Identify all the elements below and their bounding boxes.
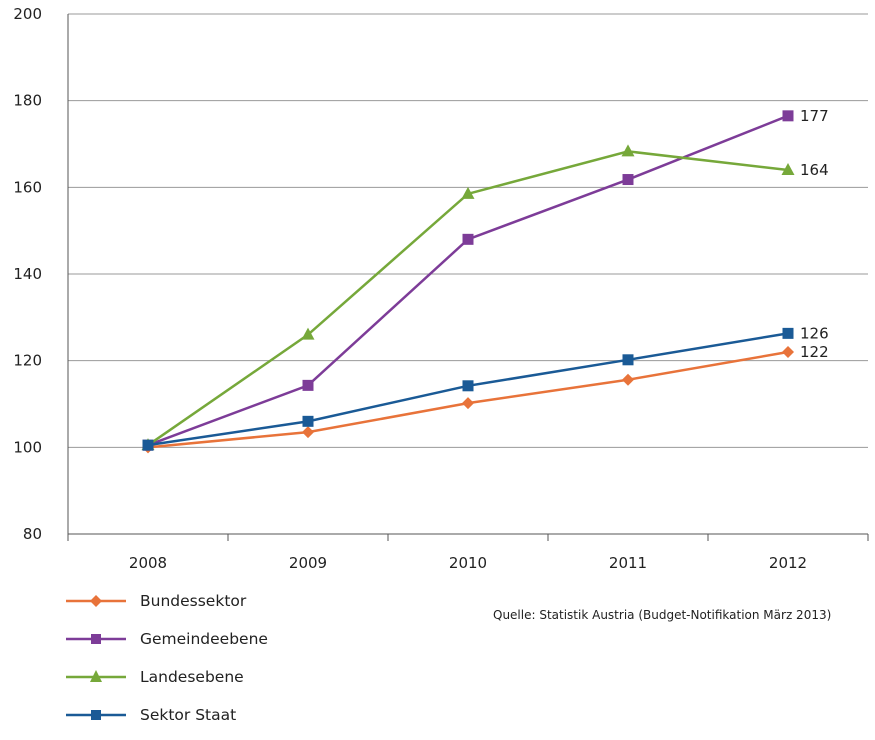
data-point xyxy=(302,415,314,427)
legend-label-landesebene: Landesebene xyxy=(140,668,244,686)
legend-label-gemeindeebene: Gemeindeebene xyxy=(140,630,268,648)
data-point xyxy=(782,346,794,358)
x-tick-label: 2008 xyxy=(129,554,167,572)
x-tick-label: 2010 xyxy=(449,554,487,572)
data-label: 126 xyxy=(800,324,829,342)
data-point xyxy=(462,380,474,392)
diamond-icon xyxy=(66,595,126,607)
data-point xyxy=(462,397,474,410)
y-tick-label: 100 xyxy=(13,438,42,456)
source-note: Quelle: Statistik Austria (Budget-Notifi… xyxy=(493,608,832,622)
y-tick-label: 160 xyxy=(13,178,42,196)
x-tick-label: 2011 xyxy=(609,554,647,572)
line-chart: 80 100 120 140 160 180 200 2008 2009 2010 2011 2012… xyxy=(13,5,869,572)
y-tick-label: 80 xyxy=(23,525,42,543)
series-line xyxy=(147,114,789,447)
legend-label-sektor-staat: Sektor Staat xyxy=(140,706,237,724)
data-point xyxy=(781,163,795,175)
data-label: 122 xyxy=(800,343,829,361)
data-label: 177 xyxy=(800,107,829,125)
data-point xyxy=(302,426,314,439)
data-point xyxy=(622,174,634,186)
y-tick-label: 200 xyxy=(13,5,42,23)
square-icon xyxy=(66,710,126,720)
data-point xyxy=(301,327,315,340)
data-point xyxy=(461,186,475,199)
data-point xyxy=(142,439,154,451)
legend-label-bundessektor: Bundessektor xyxy=(140,592,247,610)
x-tick-label: 2009 xyxy=(289,554,327,572)
y-tick-label: 120 xyxy=(13,352,42,370)
x-tick-label: 2012 xyxy=(769,554,807,572)
y-tick-label: 140 xyxy=(13,265,42,283)
data-point xyxy=(621,144,635,157)
data-point xyxy=(622,354,634,366)
data-point xyxy=(782,110,794,122)
square-icon xyxy=(66,634,126,644)
data-point xyxy=(462,233,474,245)
y-tick-label: 180 xyxy=(13,92,42,110)
triangle-icon xyxy=(66,670,126,682)
data-label: 164 xyxy=(800,161,829,179)
data-point xyxy=(782,327,794,339)
data-point xyxy=(302,379,314,391)
data-point xyxy=(622,373,634,386)
